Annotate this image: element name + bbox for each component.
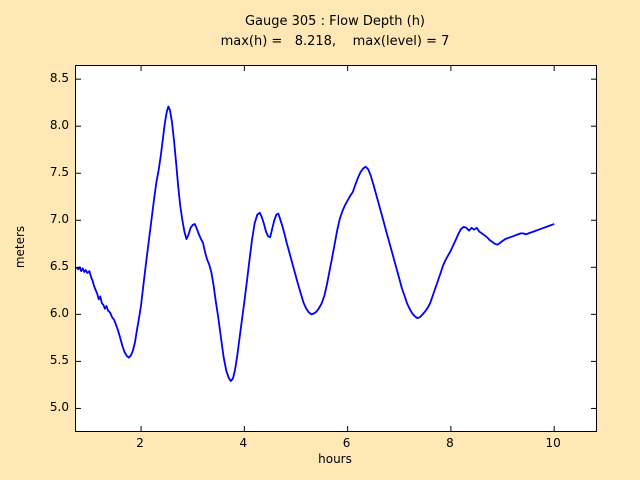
x-tick-label: 10 <box>545 436 561 450</box>
y-tick-label: 8.5 <box>49 71 69 86</box>
chart-subtitle: max(h) = 8.218, max(level) = 7 <box>220 34 450 49</box>
x-axis-label: hours <box>318 452 352 466</box>
x-tick-label: 6 <box>342 436 351 450</box>
plot-area <box>75 65 597 432</box>
flow-depth-line <box>76 105 555 383</box>
y-tick-label: 7.5 <box>49 165 69 180</box>
y-tick-label: 6.5 <box>49 259 69 274</box>
x-tick-label: 2 <box>136 436 144 450</box>
x-tick-label: 4 <box>239 436 248 450</box>
x-tick-label: 8 <box>446 436 454 450</box>
y-axis-label: meters <box>13 225 27 269</box>
y-tick-label: 8.0 <box>49 118 69 133</box>
plot-svg <box>76 66 596 431</box>
chart-title-block: Gauge 305 : Flow Depth (h) max(h) = 8.21… <box>75 12 595 52</box>
y-tick-label: 5.0 <box>49 400 69 415</box>
chart-title: Gauge 305 : Flow Depth (h) <box>244 14 426 29</box>
y-tick-label: 7.0 <box>49 212 69 227</box>
y-tick-label: 6.0 <box>49 306 69 321</box>
y-tick-label: 5.5 <box>49 353 69 368</box>
